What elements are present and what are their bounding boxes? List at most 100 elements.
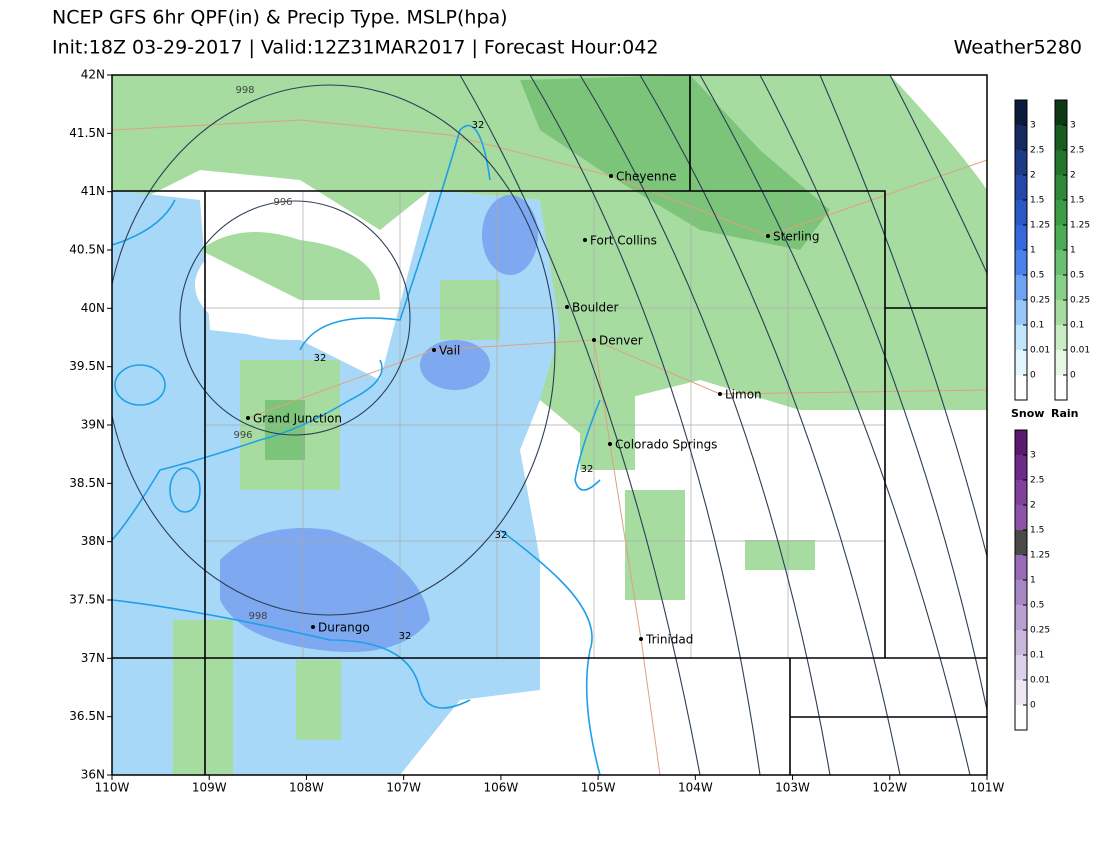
colorbar-label: 0.01 [1030, 346, 1050, 356]
isobar-label: 996 [233, 430, 252, 441]
lon-label: 108W [289, 781, 324, 795]
city-label: Grand Junction [253, 412, 342, 426]
lat-label: 39N [81, 418, 105, 432]
city-label: Denver [599, 334, 643, 348]
colorbar-segment [1015, 175, 1027, 200]
city-label: Vail [439, 344, 460, 358]
colorbar-label: 2.5 [1030, 476, 1044, 486]
colorbar-label: 0.1 [1030, 321, 1044, 331]
colorbar-label: 1 [1070, 246, 1076, 256]
city-label: Sterling [773, 230, 820, 244]
colorbar-segment [1015, 125, 1027, 150]
colorbar-segment [1015, 530, 1027, 555]
colorbar-label: 0.5 [1070, 271, 1084, 281]
city-dot [432, 348, 436, 352]
colorbar-segment [1015, 350, 1027, 375]
snow-label: Snow [1011, 407, 1044, 420]
colorbar-label: 0.25 [1070, 296, 1090, 306]
colorbar-label: 1.5 [1030, 526, 1044, 536]
lat-label: 39.5N [69, 359, 105, 373]
rain-area-heavy [520, 75, 830, 250]
colorbar-label: 3 [1030, 121, 1036, 131]
colorbar-segment [1015, 580, 1027, 605]
city-dot [311, 625, 315, 629]
lon-label: 105W [581, 781, 616, 795]
colorbar-label: 2.5 [1030, 146, 1044, 156]
lat-label: 41N [81, 184, 105, 198]
city-dot [718, 392, 722, 396]
lon-label: 102W [872, 781, 907, 795]
snow-area-heavy [420, 340, 490, 390]
colorbar-label: 0.25 [1030, 626, 1050, 636]
colorbar-label: 0.1 [1070, 321, 1084, 331]
colorbar-segment [1015, 250, 1027, 275]
colorbar-segment [1055, 225, 1067, 250]
colorbar-segment [1015, 100, 1027, 125]
colorbar-label: 0.1 [1030, 651, 1044, 661]
colorbar-label: 0.5 [1030, 601, 1044, 611]
map-layers [112, 75, 987, 775]
colorbar-label: 0.01 [1030, 676, 1050, 686]
freezing-label: 32 [472, 120, 485, 131]
isobars [112, 75, 987, 775]
isobar-label: 998 [235, 85, 254, 96]
colorbar-label: 1.25 [1030, 551, 1050, 561]
colorbar-label: 0 [1070, 371, 1076, 381]
isobar-label: 996 [273, 197, 292, 208]
colorbar-segment [1015, 455, 1027, 480]
city-dot [639, 637, 643, 641]
state-borders [112, 75, 987, 775]
city-dot [565, 305, 569, 309]
colorbar-segment [1015, 300, 1027, 325]
colorbar-label: 0.01 [1070, 346, 1090, 356]
lat-label: 38N [81, 534, 105, 548]
colorbar-segment [1015, 150, 1027, 175]
freezing-label: 32 [314, 353, 327, 364]
lat-label: 40.5N [69, 243, 105, 257]
city-label: Durango [318, 621, 370, 635]
colorbar-label: 2 [1070, 171, 1076, 181]
lat-label: 42N [81, 68, 105, 82]
colorbar-label: 1 [1030, 576, 1036, 586]
city-dot [583, 238, 587, 242]
snow-area-heavy [220, 528, 430, 652]
colorbar-label: 0 [1030, 371, 1036, 381]
city-dot [608, 442, 612, 446]
colorbar-segment [1015, 275, 1027, 300]
credit: Weather5280 [954, 37, 1082, 59]
colorbar-label: 1.5 [1030, 196, 1044, 206]
colorbar-segment [1015, 680, 1027, 705]
colorbar-label: 2 [1030, 171, 1036, 181]
lon-label: 106W [483, 781, 518, 795]
colorbar-segment [1055, 250, 1067, 275]
city-dot [592, 338, 596, 342]
lon-label: 107W [386, 781, 421, 795]
freezing-label: 32 [399, 631, 412, 642]
lon-label: 103W [775, 781, 810, 795]
colorbar-segment [1055, 325, 1067, 350]
colorbar-segment [1015, 225, 1027, 250]
city-label: Trinidad [645, 633, 693, 647]
colorbar-segment [1055, 100, 1067, 125]
subtitle: Init:18Z 03-29-2017 | Valid:12Z31MAR2017… [52, 37, 658, 59]
rain-label: Rain [1051, 407, 1079, 420]
colorbar-label: 2 [1030, 501, 1036, 511]
lat-label: 36N [81, 768, 105, 782]
colorbar-label: 3 [1070, 121, 1076, 131]
colorbar-segment [1015, 375, 1027, 400]
colorbar-segment [1015, 200, 1027, 225]
city-label: Boulder [572, 301, 619, 315]
freezing-label: 32 [495, 530, 508, 541]
colorbar-segment [1015, 655, 1027, 680]
colorbar-segment [1055, 150, 1067, 175]
colorbar-label: 0.5 [1030, 271, 1044, 281]
colorbar-segment [1055, 125, 1067, 150]
lon-label: 104W [678, 781, 713, 795]
contour-labels: 998 996 996 998 32 32 32 32 32 [233, 85, 593, 642]
colorbar-label: 1.5 [1070, 196, 1084, 206]
colorbar-segment [1055, 350, 1067, 375]
city-label: Fort Collins [590, 234, 657, 248]
colorbar-segment [1055, 300, 1067, 325]
